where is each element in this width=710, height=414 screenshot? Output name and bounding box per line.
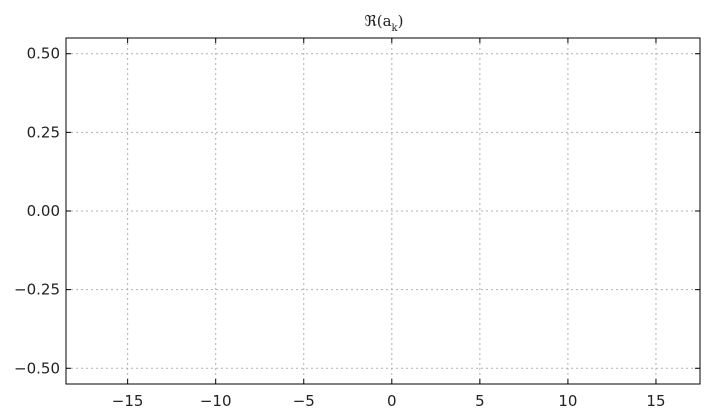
chart-title-subscript: k	[392, 23, 399, 34]
x-tick-label: 0	[387, 392, 397, 410]
y-tick-label: −0.50	[14, 359, 60, 377]
y-tick-label: 0.50	[27, 45, 60, 63]
x-tick-label: −10	[200, 392, 232, 410]
axis-ticks	[66, 38, 700, 384]
y-tick-label: 0.00	[27, 202, 60, 220]
chart-title-close: )	[398, 12, 404, 30]
x-tick-label: −15	[112, 392, 144, 410]
x-tick-labels: −15 −10 −5 0 5 10 15	[112, 392, 666, 410]
chart-title: ℜ(ak)	[365, 12, 404, 34]
x-tick-label: 10	[558, 392, 577, 410]
y-tick-label: 0.25	[27, 123, 60, 141]
grid-lines	[66, 38, 700, 384]
y-tick-labels: 0.50 0.25 0.00 −0.25 −0.50	[14, 45, 60, 378]
x-tick-label: 5	[475, 392, 485, 410]
x-tick-label: 15	[646, 392, 665, 410]
chart-title-main: ℜ(a	[365, 12, 392, 30]
x-tick-label: −5	[293, 392, 315, 410]
y-tick-label: −0.25	[14, 281, 60, 299]
